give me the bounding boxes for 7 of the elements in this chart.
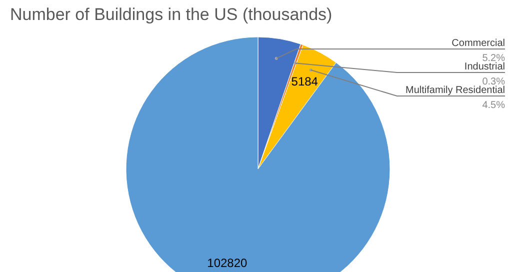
slice-label: Industrial bbox=[464, 62, 505, 72]
slice-label: Commercial bbox=[452, 38, 505, 49]
chart-title: Number of Buildings in the US (thousands) bbox=[10, 5, 332, 25]
text: 4.5% bbox=[482, 100, 506, 111]
data-label: 102820 bbox=[207, 256, 248, 270]
data-label: 5184 bbox=[291, 74, 318, 89]
slice-label: Multifamily Residential bbox=[406, 85, 505, 96]
